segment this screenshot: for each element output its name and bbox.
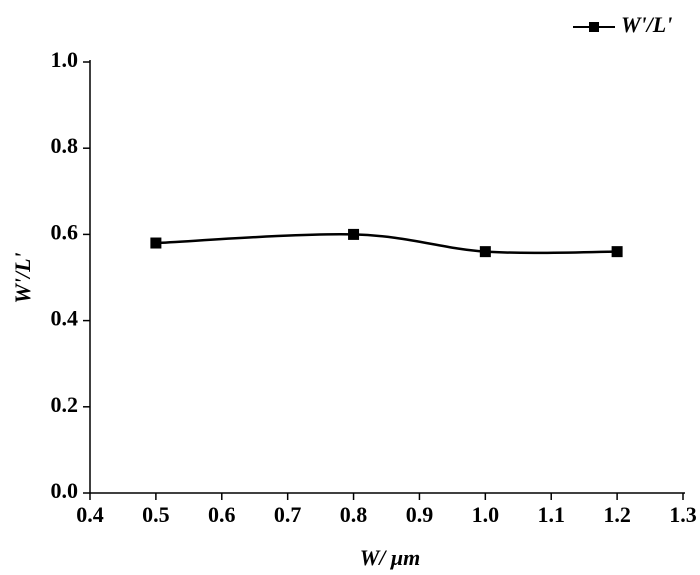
- y-tick-label: 1.0: [51, 47, 79, 72]
- y-tick-label: 0.8: [51, 133, 79, 158]
- x-tick-label: 0.9: [406, 502, 434, 527]
- x-tick-label: 1.0: [472, 502, 500, 527]
- point: [611, 246, 623, 258]
- y-tick-label: 0.4: [51, 306, 79, 331]
- x-tick-label: 1.2: [603, 502, 631, 527]
- x-tick-label: 1.3: [669, 502, 697, 527]
- x-tick-label: 0.5: [142, 502, 170, 527]
- y-tick-label: 0.6: [51, 219, 79, 244]
- x-tick-label: 0.4: [76, 502, 104, 527]
- x-tick-label: 0.6: [208, 502, 236, 527]
- line: [155, 232, 618, 255]
- x-tick-label: 0.8: [340, 502, 368, 527]
- point: [348, 228, 360, 240]
- y-axis-label: W'/L': [10, 252, 35, 303]
- point: [479, 246, 491, 258]
- y-tick-label: 0.2: [51, 392, 79, 417]
- y-tick-label: 0.0: [51, 478, 79, 503]
- x-tick-label: 0.7: [274, 502, 302, 527]
- legend-marker: [589, 22, 599, 32]
- point: [150, 237, 162, 249]
- legend-label: W'/L': [621, 12, 672, 37]
- x-axis-label: W/ μm: [360, 545, 421, 570]
- x-tick-label: 1.1: [537, 502, 565, 527]
